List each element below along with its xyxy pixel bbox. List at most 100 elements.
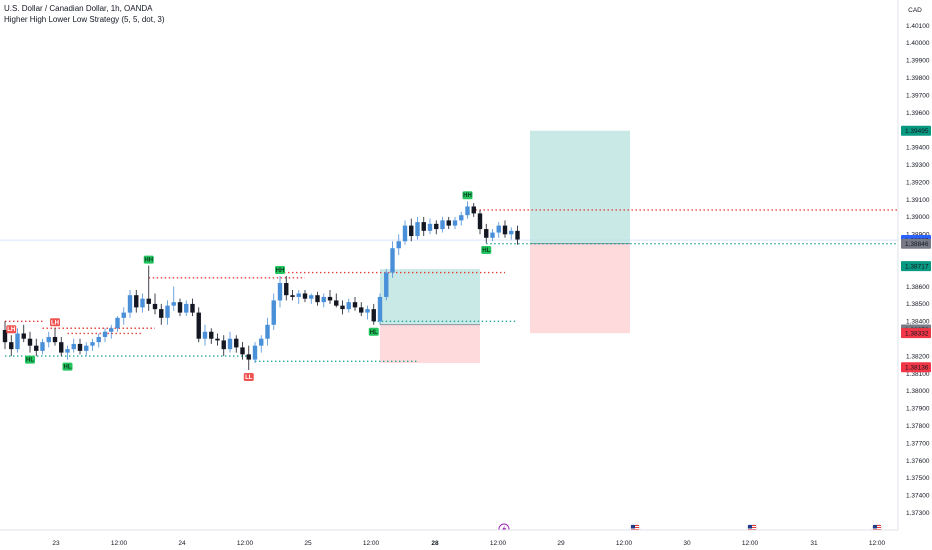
candle <box>196 307 201 343</box>
candle <box>109 324 114 339</box>
candle <box>471 202 476 217</box>
candle <box>296 289 301 304</box>
candle-body <box>202 331 208 339</box>
candle-body <box>302 293 308 299</box>
candle <box>21 324 26 343</box>
candle <box>159 303 164 325</box>
time-axis[interactable]: 23 12:00 24 12:00 25 12:00 28 12:00 29 12:00 30 12:… <box>0 529 898 550</box>
candle <box>252 342 258 364</box>
candle-body <box>59 342 64 353</box>
loss-zone-2 <box>530 243 630 334</box>
candle-body <box>377 296 383 322</box>
pivot-badge <box>50 318 60 327</box>
price-tick-label: 1.38200 <box>906 353 930 360</box>
price-tick-label: 1.39800 <box>906 75 930 82</box>
candle <box>52 328 58 346</box>
price-tick-label: 1.37400 <box>906 493 930 500</box>
candle-body <box>121 312 126 318</box>
time-tick-label: 12:00 <box>237 540 254 547</box>
price-tick-label: 1.39100 <box>906 197 930 204</box>
candle-body <box>196 312 201 339</box>
pivot-ll: LL <box>243 373 254 382</box>
candle-body <box>415 222 420 237</box>
time-tick-label: 25 <box>304 540 312 547</box>
candle-body <box>352 302 358 308</box>
candle-body <box>284 283 289 296</box>
candle-body <box>484 229 489 238</box>
time-tick-label: 12:00 <box>616 540 633 547</box>
price-tick-label: 1.39400 <box>906 145 930 152</box>
pivot-hl: HL <box>368 327 379 336</box>
price-tick-label: 1.38500 <box>906 301 930 308</box>
price-tick-label: 1.39200 <box>906 179 930 186</box>
symbol-title: U.S. Dollar / Canadian Dollar, 1h, OANDA <box>4 4 153 13</box>
price-tag-box <box>901 238 931 249</box>
flag-canton <box>748 525 752 529</box>
candle-body <box>465 206 470 216</box>
candle <box>165 300 170 325</box>
candle <box>440 216 445 233</box>
pivot-badge <box>368 327 379 336</box>
candle <box>346 298 351 313</box>
position-zones <box>380 130 630 364</box>
pivot-text: HH <box>463 193 472 199</box>
candle <box>365 305 370 320</box>
candle-body <box>409 225 414 237</box>
candle-body <box>477 213 483 230</box>
candle-body <box>9 342 14 350</box>
candle-body <box>321 296 326 303</box>
price-tick-label: 1.38000 <box>906 388 930 395</box>
candle-body <box>215 338 220 341</box>
candle <box>96 333 101 348</box>
pivot-text: HL <box>370 330 378 336</box>
candle-body <box>21 333 26 339</box>
price-tags: 1.394951.388671.388461.387171.383531.383… <box>901 125 931 373</box>
candle-body <box>159 309 164 318</box>
price-tag-box <box>901 261 931 272</box>
candle <box>209 328 214 344</box>
candle <box>409 218 414 242</box>
price-tag-box <box>901 125 931 136</box>
indicator-title: Higher High Lower Low Strategy (5, 5, do… <box>4 15 165 24</box>
candle <box>315 291 320 306</box>
pivot-badge <box>25 355 35 364</box>
pivot-lh: LH <box>6 325 17 334</box>
price-tag-text: 1.38332 <box>905 330 929 337</box>
candle-body <box>152 303 158 310</box>
candle-body <box>290 295 295 297</box>
candle-body <box>2 330 8 343</box>
candle <box>27 331 33 353</box>
candle-body <box>15 333 20 350</box>
price-tag: 1.38717 <box>901 261 931 272</box>
candle-body <box>371 309 376 322</box>
pivot-text: LH <box>7 327 15 333</box>
price-tag-box <box>901 328 931 339</box>
price-axis[interactable]: CAD 1.40100 1.40000 1.39900 1.39800 1.39700 1.… <box>897 0 932 550</box>
time-tick-label: 12:00 <box>742 540 759 547</box>
candle <box>477 209 483 235</box>
candle <box>184 300 189 317</box>
candle <box>390 241 395 278</box>
candle <box>302 289 308 303</box>
plot-area[interactable] <box>0 0 898 530</box>
pivot-text: HL <box>64 365 72 371</box>
candle <box>277 276 283 308</box>
plot-background[interactable] <box>0 0 898 530</box>
candle-body <box>52 336 58 343</box>
candle <box>9 335 14 357</box>
pivot-badge <box>143 255 154 264</box>
candle <box>227 331 233 353</box>
candles <box>2 201 520 371</box>
candle-body <box>240 347 245 355</box>
candle <box>427 218 433 235</box>
time-tick-label: 24 <box>178 540 186 547</box>
candle <box>309 293 314 304</box>
candle-body <box>252 345 258 360</box>
candle <box>484 223 489 243</box>
candle <box>421 216 426 237</box>
profit-zone-1 <box>380 269 480 325</box>
candle-body <box>227 338 233 350</box>
pivot-hh: HH <box>462 191 473 200</box>
candle <box>371 303 376 325</box>
